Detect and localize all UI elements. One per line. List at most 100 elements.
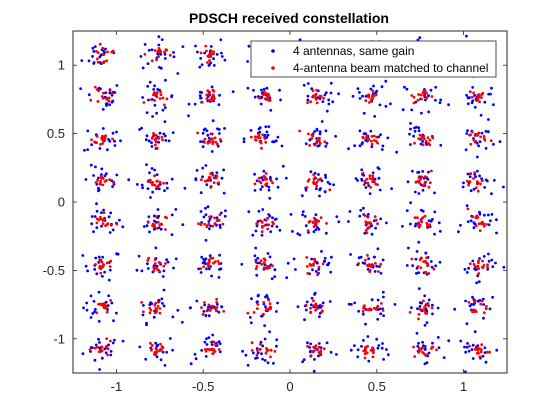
data-point — [255, 179, 259, 183]
data-point — [96, 178, 99, 182]
data-point — [482, 255, 486, 258]
data-point — [472, 221, 476, 225]
x-tick-label: 0.5 — [368, 379, 386, 394]
data-point — [418, 36, 422, 40]
data-point — [376, 298, 380, 302]
data-point — [107, 99, 111, 103]
data-point — [359, 208, 363, 212]
data-point — [162, 288, 166, 292]
data-point — [142, 225, 146, 228]
data-point — [482, 316, 485, 320]
data-point — [408, 311, 412, 314]
data-point — [329, 270, 333, 274]
data-point — [321, 262, 325, 266]
data-point — [313, 143, 317, 147]
data-point — [303, 215, 307, 218]
data-point — [373, 270, 377, 273]
data-point — [467, 183, 470, 187]
data-point — [417, 341, 420, 345]
data-point — [92, 62, 96, 65]
data-point — [433, 191, 436, 195]
data-point — [98, 42, 102, 46]
data-point — [95, 221, 99, 225]
data-point — [371, 171, 375, 175]
data-point — [217, 103, 221, 107]
data-point — [207, 220, 211, 223]
data-point — [174, 208, 178, 211]
data-point — [425, 361, 429, 365]
data-point — [203, 303, 207, 307]
data-point — [409, 222, 412, 226]
data-point — [275, 225, 279, 229]
data-point — [115, 84, 119, 87]
data-point — [325, 109, 329, 113]
data-point — [127, 178, 131, 182]
data-point — [105, 59, 109, 63]
x-tick-label: -1 — [111, 379, 123, 394]
data-point — [324, 129, 328, 133]
data-point — [318, 97, 322, 100]
data-point — [314, 228, 318, 232]
data-point — [152, 88, 156, 91]
data-point — [410, 94, 414, 97]
data-point — [212, 181, 216, 185]
data-point — [389, 102, 392, 106]
data-point — [395, 150, 399, 154]
data-point — [156, 343, 160, 347]
data-point — [155, 227, 159, 230]
data-point — [301, 210, 305, 214]
data-point — [393, 303, 397, 306]
data-point — [205, 343, 209, 346]
data-point — [480, 131, 484, 135]
data-point — [252, 351, 255, 355]
data-point — [200, 221, 204, 224]
data-point — [308, 346, 311, 349]
data-point — [95, 272, 99, 276]
data-point — [317, 265, 321, 269]
data-point — [356, 87, 360, 90]
data-point — [310, 257, 314, 261]
data-point — [158, 311, 162, 315]
data-point — [477, 299, 480, 303]
data-point — [105, 310, 109, 314]
data-point — [93, 310, 96, 314]
data-point — [424, 251, 428, 255]
data-point — [164, 78, 167, 82]
data-point — [466, 172, 470, 176]
data-point — [405, 264, 409, 267]
data-point — [420, 175, 424, 179]
data-point — [374, 182, 378, 186]
data-point — [380, 346, 384, 350]
data-point — [439, 98, 443, 102]
data-point — [265, 130, 269, 134]
data-point — [87, 93, 91, 97]
data-point — [415, 331, 419, 335]
data-point — [142, 310, 145, 314]
data-point — [421, 340, 424, 344]
legend-label-series-1: 4 antennas, same gain — [293, 44, 414, 58]
data-point — [145, 111, 149, 114]
data-point — [327, 98, 331, 102]
data-point — [163, 120, 167, 123]
y-tick-label: -1 — [53, 331, 65, 346]
data-point — [319, 177, 322, 181]
data-point — [438, 101, 442, 105]
data-point — [427, 219, 431, 223]
data-point — [308, 219, 312, 223]
data-point — [470, 303, 473, 306]
data-point — [154, 311, 157, 315]
data-point — [490, 86, 493, 90]
data-point — [468, 180, 472, 184]
data-point — [157, 35, 161, 39]
data-point — [478, 257, 481, 260]
data-point — [204, 238, 208, 242]
data-point — [312, 94, 315, 98]
data-point — [107, 294, 111, 298]
data-point — [218, 138, 222, 141]
data-point — [109, 350, 113, 353]
data-point — [301, 213, 304, 217]
data-point — [382, 358, 385, 361]
data-point — [427, 298, 431, 302]
data-point — [101, 46, 105, 50]
data-point — [166, 260, 170, 264]
